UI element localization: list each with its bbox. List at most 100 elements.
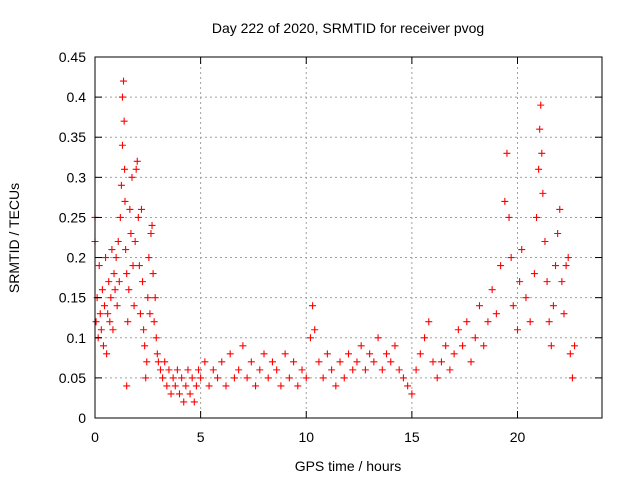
data-point <box>568 374 576 382</box>
data-point <box>98 286 106 294</box>
data-point <box>124 318 132 326</box>
y-tick-label: 0 <box>78 410 86 426</box>
data-point <box>99 342 107 350</box>
data-point <box>507 254 515 262</box>
data-point <box>562 262 570 270</box>
data-point <box>167 390 175 398</box>
data-point <box>446 366 454 374</box>
data-point <box>560 310 568 318</box>
data-point <box>536 125 544 133</box>
data-point <box>277 382 285 390</box>
data-point <box>108 246 116 254</box>
data-point <box>366 350 374 358</box>
data-point <box>113 302 121 310</box>
data-point <box>260 350 268 358</box>
data-point <box>123 382 131 390</box>
x-tick-label: 20 <box>510 429 526 445</box>
data-point <box>421 334 429 342</box>
data-point <box>545 318 553 326</box>
data-point <box>151 294 159 302</box>
data-point <box>111 286 119 294</box>
data-point <box>416 350 424 358</box>
data-point <box>433 374 441 382</box>
data-point <box>336 358 344 366</box>
data-point <box>182 382 190 390</box>
data-point <box>109 326 117 334</box>
data-point <box>306 334 314 342</box>
data-point <box>107 294 115 302</box>
data-point <box>340 374 348 382</box>
data-point <box>467 358 475 366</box>
x-tick-label: 5 <box>197 429 205 445</box>
data-point <box>235 366 243 374</box>
data-point <box>184 366 192 374</box>
data-point <box>140 326 148 334</box>
data-point <box>135 262 143 270</box>
data-point <box>370 358 378 366</box>
data-point <box>437 358 445 366</box>
y-tick-label: 0.4 <box>67 89 87 105</box>
y-tick-label: 0.25 <box>59 209 86 225</box>
data-point <box>101 302 109 310</box>
data-point <box>378 366 386 374</box>
data-point <box>516 278 524 286</box>
data-point <box>539 189 547 197</box>
data-point <box>391 342 399 350</box>
data-point <box>408 390 416 398</box>
plot-frame <box>94 56 603 419</box>
data-point <box>103 350 111 358</box>
data-point <box>319 374 327 382</box>
data-point <box>454 326 462 334</box>
data-point <box>484 318 492 326</box>
data-point <box>383 350 391 358</box>
data-point <box>154 358 162 366</box>
data-point <box>150 318 158 326</box>
data-point <box>126 205 134 213</box>
data-point <box>112 254 120 262</box>
data-point <box>110 270 118 278</box>
data-point <box>153 350 161 358</box>
y-tick-label: 0.2 <box>67 250 87 266</box>
data-point <box>541 238 549 246</box>
data-point <box>285 374 293 382</box>
data-point <box>173 366 181 374</box>
data-point <box>132 165 140 173</box>
data-point <box>459 342 467 350</box>
data-point <box>387 358 395 366</box>
data-point <box>395 366 403 374</box>
data-point <box>552 262 560 270</box>
data-point <box>463 318 471 326</box>
data-point <box>471 334 479 342</box>
data-point <box>252 382 260 390</box>
data-point <box>309 302 317 310</box>
data-point <box>294 382 302 390</box>
data-point <box>122 246 130 254</box>
data-point <box>105 278 113 286</box>
data-point <box>137 205 145 213</box>
data-point <box>281 350 289 358</box>
data-point <box>404 382 412 390</box>
data-point <box>549 302 557 310</box>
data-point <box>142 374 150 382</box>
data-point <box>129 262 137 270</box>
data-point <box>190 398 198 406</box>
data-point <box>497 262 505 270</box>
data-point <box>186 390 194 398</box>
data-point <box>530 270 538 278</box>
y-tick-label: 0.3 <box>67 169 87 185</box>
data-point <box>345 350 352 358</box>
data-point <box>201 358 209 366</box>
data-point <box>566 350 574 358</box>
data-point <box>143 358 151 366</box>
data-point <box>96 310 104 318</box>
data-point <box>195 366 203 374</box>
data-point <box>92 318 100 326</box>
data-point <box>226 350 234 358</box>
data-point <box>543 278 551 286</box>
data-point <box>116 213 124 221</box>
data-point <box>97 326 105 334</box>
data-point <box>115 278 123 286</box>
data-point <box>214 374 222 382</box>
data-point <box>247 358 255 366</box>
